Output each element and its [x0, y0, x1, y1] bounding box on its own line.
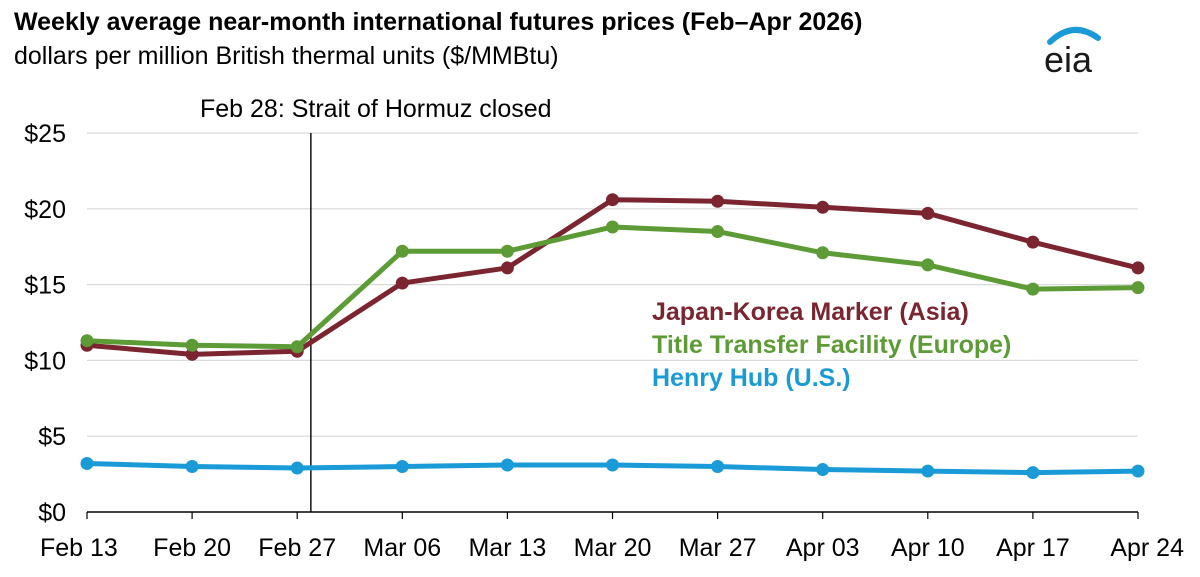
x-tick-label: Apr 24: [1110, 534, 1184, 562]
data-point: [395, 460, 409, 474]
x-tick-label: Feb 20: [153, 534, 231, 562]
data-point: [1026, 282, 1040, 296]
y-axis-ticks: $0 $5 $10 $15 $20 $25: [24, 120, 66, 527]
data-point: [711, 225, 725, 239]
x-tick-label: Apr 03: [786, 534, 860, 562]
data-point: [711, 460, 725, 474]
logo-arc-icon: [1047, 27, 1101, 45]
chart-title: Weekly average near-month international …: [14, 8, 863, 36]
data-point: [185, 460, 199, 474]
legend: Japan-Korea Marker (Asia) Title Transfer …: [652, 298, 1011, 392]
data-point: [185, 338, 199, 352]
data-point: [816, 200, 830, 214]
data-point: [1026, 466, 1040, 480]
series-henry-hub-u-s: [80, 456, 1145, 480]
data-point: [606, 220, 619, 234]
data-point: [80, 456, 94, 470]
legend-entry: Japan-Korea Marker (Asia): [652, 298, 969, 326]
data-point: [500, 261, 514, 275]
y-tick-label: $0: [38, 499, 66, 527]
data-point: [606, 193, 619, 207]
data-point: [1131, 281, 1145, 295]
data-point: [290, 461, 304, 475]
annotation-label: Feb 28: Strait of Hormuz closed: [200, 95, 552, 123]
data-point: [921, 258, 935, 272]
legend-entry: Henry Hub (U.S.): [652, 364, 851, 392]
x-tick-label: Feb 13: [40, 534, 118, 562]
data-point: [500, 458, 514, 472]
annotation: Feb 28: Strait of Hormuz closed: [200, 95, 552, 512]
data-point: [606, 458, 619, 472]
legend-entry: Title Transfer Facility (Europe): [652, 331, 1011, 359]
x-tick-label: Mar 06: [363, 534, 441, 562]
x-tick-label: Apr 17: [996, 534, 1070, 562]
y-tick-label: $5: [38, 423, 66, 451]
data-point: [80, 334, 94, 348]
series-japan-korea-marker-asia: [80, 193, 1145, 361]
gridlines: [87, 132, 1138, 513]
data-point: [1131, 261, 1145, 275]
logo-text: eia: [1044, 39, 1093, 78]
x-axis: Feb 13 Feb 20 Feb 27 Mar 06 Mar 13 Mar 20 Mar …: [40, 512, 1184, 562]
series-line: [84, 224, 1141, 350]
x-tick-label: Mar 20: [574, 534, 652, 562]
series-lines: [80, 193, 1145, 480]
data-point: [395, 244, 409, 258]
x-tick-label: Feb 27: [258, 534, 336, 562]
data-point: [816, 463, 830, 477]
series-title-transfer-facility-europe: [80, 220, 1145, 354]
data-point: [921, 206, 935, 220]
data-point: [921, 464, 935, 478]
y-tick-label: $20: [24, 196, 66, 224]
data-point: [395, 276, 409, 290]
x-tick-label: Mar 13: [468, 534, 546, 562]
data-point: [1131, 464, 1145, 478]
eia-logo: eia: [1044, 27, 1101, 78]
chart-subtitle: dollars per million British thermal unit…: [14, 42, 559, 70]
x-tick-label: Mar 27: [679, 534, 757, 562]
data-point: [185, 347, 199, 361]
y-tick-label: $10: [24, 347, 66, 375]
data-point: [711, 194, 725, 208]
data-point: [500, 244, 514, 258]
data-point: [1026, 235, 1040, 249]
data-point: [290, 340, 304, 354]
y-tick-label: $25: [24, 120, 66, 148]
data-point: [816, 246, 830, 260]
y-tick-label: $15: [24, 272, 66, 300]
x-tick-label: Apr 10: [891, 534, 965, 562]
